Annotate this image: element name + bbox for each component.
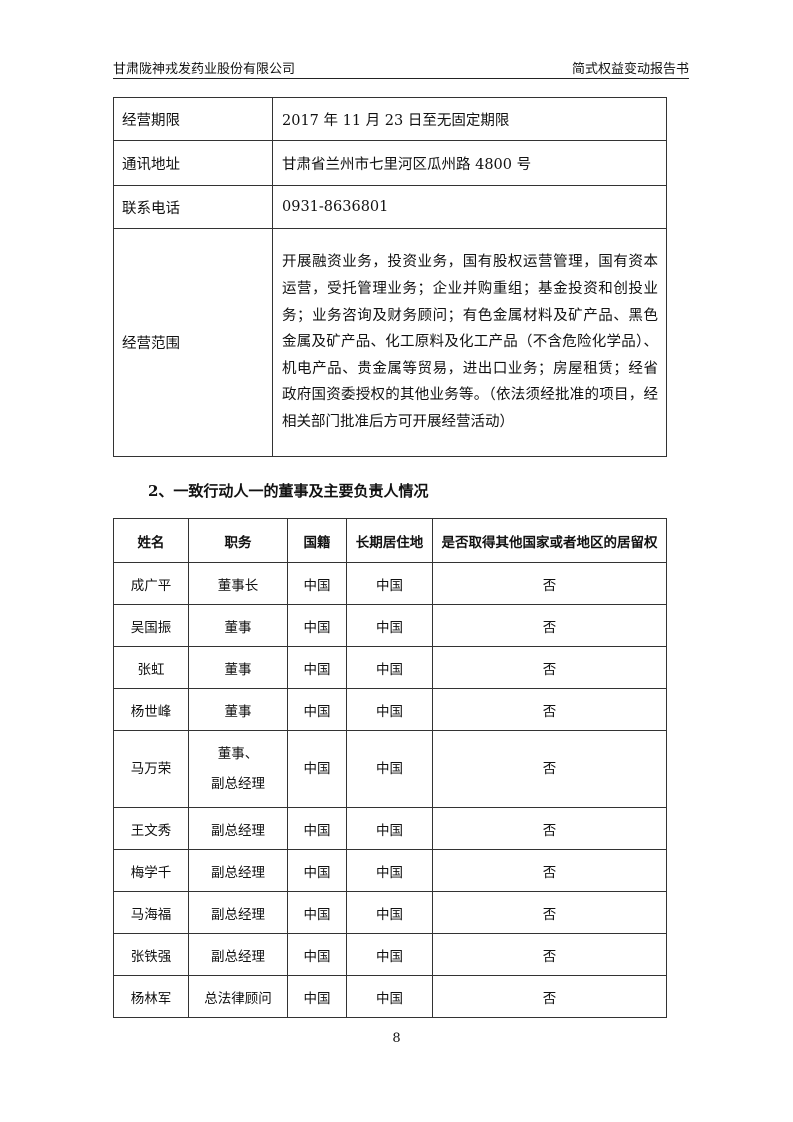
table-row: 经营期限 2017 年 11 月 23 日至无固定期限 [113, 97, 667, 141]
table-cell: 中国 [287, 730, 347, 808]
table-cell: 马万荣 [113, 730, 189, 808]
table-row: 成广平 董事长 中国 中国否 [113, 562, 667, 605]
table-cell: 董事 [188, 688, 288, 731]
company-info-table: 经营期限 2017 年 11 月 23 日至无固定期限 通讯地址 甘肃省兰州市七… [113, 97, 667, 457]
table-cell: 中国 [346, 604, 433, 647]
table-cell: 中国 [287, 646, 347, 689]
info-label: 经营范围 [113, 228, 273, 457]
table-row: 通讯地址 甘肃省兰州市七里河区瓜州路 4800 号 [113, 140, 667, 186]
table-row: 张铁强 副总经理 中国 中国否 [113, 933, 667, 976]
table-cell: 中国 [346, 730, 433, 808]
table-row: 王文秀 副总经理 中国 中国否 [113, 807, 667, 850]
table-cell: 副总经理 [188, 891, 288, 934]
directors-table: 姓名 职务 国籍 长期居住地 是否取得其他国家或者地区的居留权 成广平 董事长 中国 中国否吴… [113, 518, 667, 1018]
table-cell: 副总经理 [188, 807, 288, 850]
table-cell: 否 [432, 562, 667, 605]
column-header: 国籍 [287, 518, 347, 563]
table-cell: 否 [432, 849, 667, 892]
table-cell: 中国 [346, 933, 433, 976]
table-cell: 中国 [287, 975, 347, 1018]
table-cell: 副总经理 [188, 933, 288, 976]
table-row: 杨世峰 董事 中国 中国否 [113, 688, 667, 731]
table-cell: 总法律顾问 [188, 975, 288, 1018]
table-row: 张虹 董事 中国 中国否 [113, 646, 667, 689]
table-cell: 成广平 [113, 562, 189, 605]
info-value: 2017 年 11 月 23 日至无固定期限 [272, 97, 667, 141]
table-row: 马海福 副总经理 中国 中国否 [113, 891, 667, 934]
table-cell: 梅学千 [113, 849, 189, 892]
table-cell: 王文秀 [113, 807, 189, 850]
table-cell: 中国 [346, 562, 433, 605]
table-cell: 张虹 [113, 646, 189, 689]
table-cell: 杨林军 [113, 975, 189, 1018]
table-row: 经营范围 开展融资业务，投资业务，国有股权运营管理，国有资本运营，受托管理业务；… [113, 228, 667, 457]
table-cell: 中国 [287, 933, 347, 976]
table-cell: 董事 [188, 646, 288, 689]
info-value: 0931-8636801 [272, 185, 667, 229]
table-cell: 否 [432, 604, 667, 647]
page-header: 甘肃陇神戎发药业股份有限公司 简式权益变动报告书 [113, 58, 689, 79]
table-cell: 中国 [287, 688, 347, 731]
table-cell: 吴国振 [113, 604, 189, 647]
table-cell: 中国 [346, 646, 433, 689]
table-cell: 杨世峰 [113, 688, 189, 731]
info-label: 通讯地址 [113, 140, 273, 186]
table-cell: 否 [432, 646, 667, 689]
column-header: 职务 [188, 518, 288, 563]
table-cell: 中国 [346, 975, 433, 1018]
table-cell: 否 [432, 975, 667, 1018]
info-value: 开展融资业务，投资业务，国有股权运营管理，国有资本运营，受托管理业务；企业并购重… [272, 228, 667, 457]
column-header: 姓名 [113, 518, 189, 563]
info-label: 经营期限 [113, 97, 273, 141]
table-cell: 中国 [287, 891, 347, 934]
table-cell: 中国 [346, 807, 433, 850]
table-cell: 董事、 副总经理 [188, 730, 288, 808]
table-cell: 否 [432, 891, 667, 934]
info-label: 联系电话 [113, 185, 273, 229]
column-header: 是否取得其他国家或者地区的居留权 [432, 518, 667, 563]
section-title: 2、一致行动人一的董事及主要负责人情况 [148, 482, 429, 500]
column-header: 长期居住地 [346, 518, 433, 563]
table-cell: 否 [432, 933, 667, 976]
table-cell: 否 [432, 688, 667, 731]
page-number: 8 [392, 1031, 401, 1046]
table-cell: 中国 [287, 807, 347, 850]
table-row: 杨林军 总法律顾问 中国 中国否 [113, 975, 667, 1018]
table-row: 吴国振 董事 中国 中国否 [113, 604, 667, 647]
table-row: 联系电话 0931-8636801 [113, 185, 667, 229]
table-header-row: 姓名 职务 国籍 长期居住地 是否取得其他国家或者地区的居留权 [113, 518, 667, 563]
table-cell: 董事 [188, 604, 288, 647]
table-cell: 中国 [287, 562, 347, 605]
table-cell: 马海福 [113, 891, 189, 934]
header-doc-title: 简式权益变动报告书 [571, 62, 689, 77]
table-cell: 中国 [346, 891, 433, 934]
table-cell: 中国 [287, 604, 347, 647]
table-row: 梅学千 副总经理 中国 中国否 [113, 849, 667, 892]
table-cell: 中国 [287, 849, 347, 892]
table-cell: 否 [432, 730, 667, 808]
table-cell: 中国 [346, 688, 433, 731]
table-cell: 董事长 [188, 562, 288, 605]
table-cell: 张铁强 [113, 933, 189, 976]
table-cell: 否 [432, 807, 667, 850]
header-company: 甘肃陇神戎发药业股份有限公司 [113, 62, 296, 77]
table-cell: 副总经理 [188, 849, 288, 892]
table-row: 马万荣 董事、 副总经理 中国 中国否 [113, 730, 667, 808]
table-cell: 中国 [346, 849, 433, 892]
info-value: 甘肃省兰州市七里河区瓜州路 4800 号 [272, 140, 667, 186]
